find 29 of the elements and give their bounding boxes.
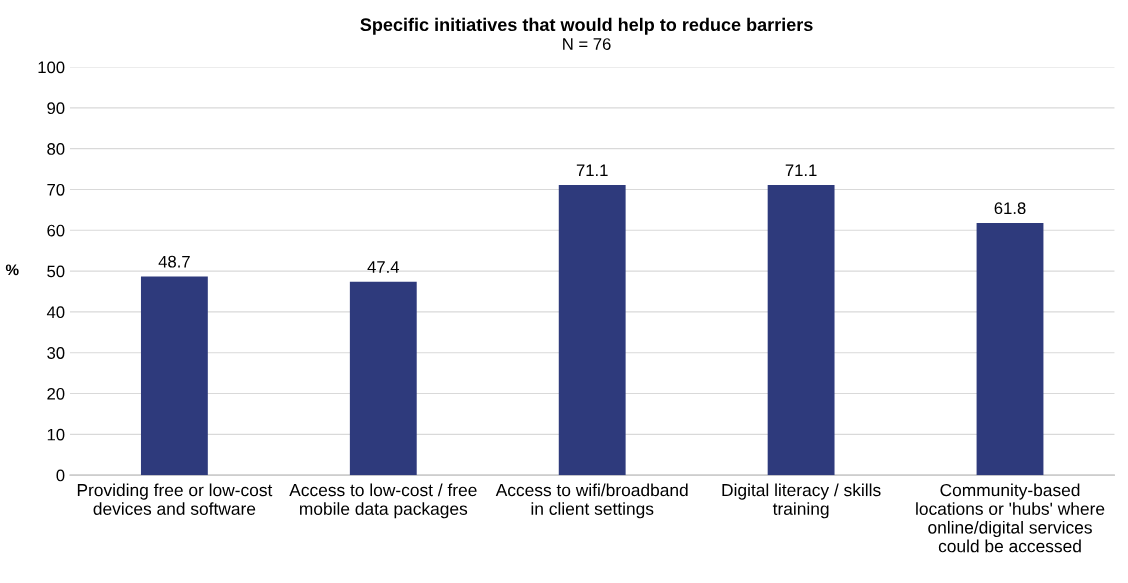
data-label: 71.1 — [785, 164, 817, 176]
y-tick-label: 80 — [47, 143, 65, 155]
y-tick-label: 100 — [38, 61, 65, 74]
y-tick-label: 50 — [47, 265, 65, 278]
x-tick-label: Access to low-cost / free mobile data packages — [289, 483, 477, 519]
y-axis-title: % — [5, 264, 19, 276]
data-label: 61.8 — [994, 202, 1026, 215]
y-tick-label: 60 — [47, 224, 65, 237]
y-tick-label: 40 — [46, 306, 65, 319]
data-label: 47.4 — [367, 261, 400, 273]
bar — [349, 281, 417, 476]
y-tick-label: 70 — [47, 183, 65, 196]
bar — [558, 184, 626, 476]
chart-subtitle: N = 76 — [563, 38, 611, 50]
y-tick-label: 30 — [47, 347, 65, 359]
x-tick-label: Access to wifi/broadband in client settings — [495, 483, 688, 519]
bar — [976, 222, 1044, 476]
chart-title: Specific initiatives that would help to reduce barriers — [360, 17, 813, 35]
x-tick-label: Providing free or low-cost devices and software — [77, 483, 273, 515]
x-tick-label: Digital literacy / skills training — [722, 483, 881, 519]
data-label: 71.1 — [576, 164, 608, 176]
data-label: 48.7 — [158, 255, 190, 268]
bar — [767, 184, 835, 476]
bar — [140, 276, 208, 476]
y-tick-label: 0 — [56, 469, 65, 482]
y-tick-label: 20 — [47, 387, 65, 400]
y-tick-label: 10 — [47, 428, 65, 441]
x-tick-label: Community-based locations or 'hubs' where online/digital services could be accessed — [916, 483, 1105, 553]
y-tick-label: 90 — [47, 102, 65, 115]
